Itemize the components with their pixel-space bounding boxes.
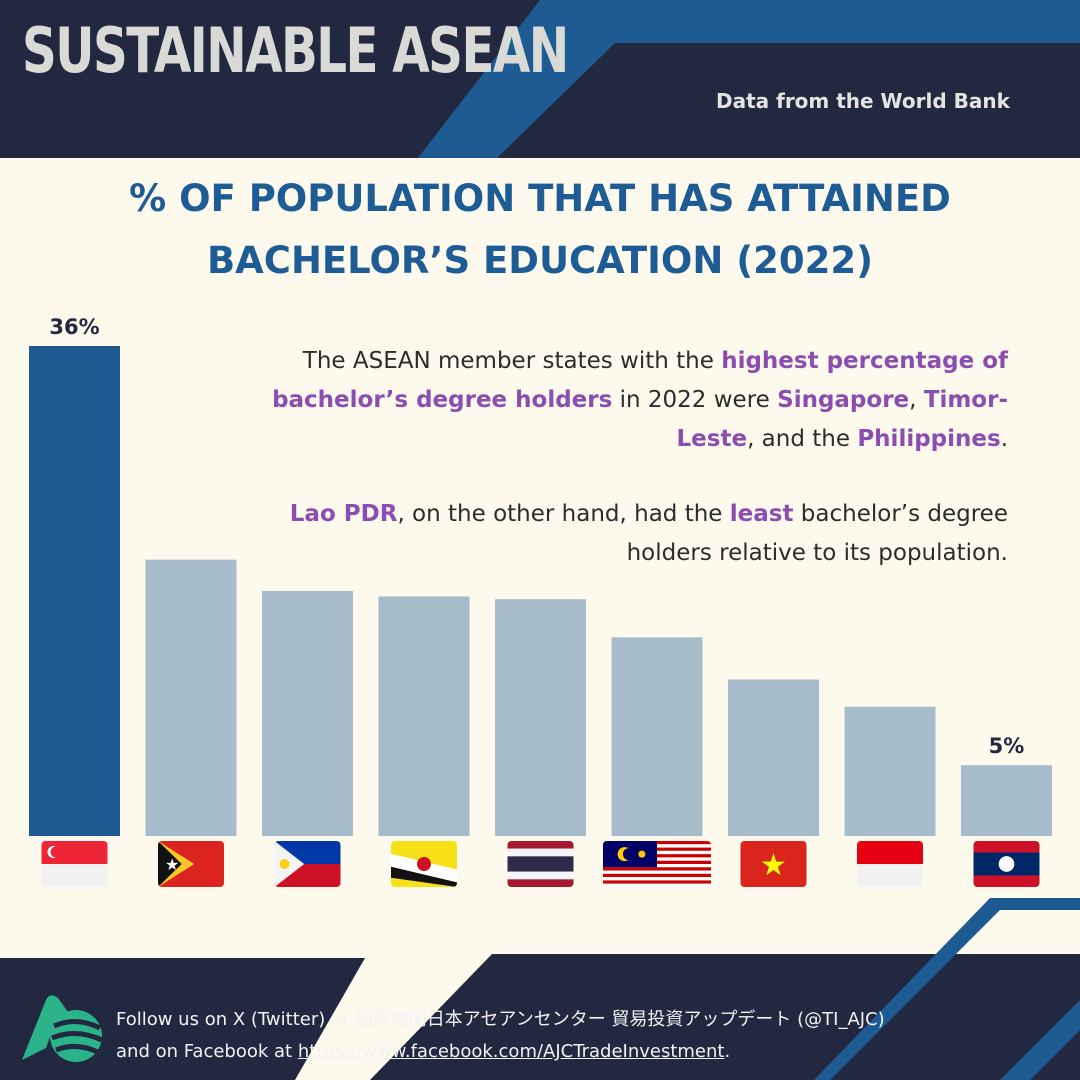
annotation-highlight: Timor-Leste	[676, 387, 1008, 452]
footer-suffix: .	[724, 1041, 731, 1062]
annotation-text: .	[1000, 426, 1008, 452]
annotation-highlight: Philippines	[857, 426, 1001, 452]
chart-title-line-1: % OF POPULATION THAT HAS ATTAINED	[129, 177, 951, 220]
annotation-highlight: least	[729, 501, 794, 527]
annotation-text: , and the	[747, 426, 858, 452]
bar-thailand	[495, 599, 586, 836]
vietnam-flag-icon: ★	[740, 841, 807, 887]
thailand-flag-icon	[507, 841, 574, 887]
annotation-highlight: Lao PDR	[289, 501, 398, 527]
annotation-text: in 2022 were	[612, 387, 778, 413]
source-note: Data from the World Bank	[716, 89, 1010, 113]
footer-line-1: Follow us on X (Twitter) at 国際機関日本アセアンセン…	[116, 1009, 885, 1030]
singapore-flag-icon	[41, 841, 108, 887]
bar-lao-pdr	[961, 765, 1052, 836]
chart-title-line-2: BACHELOR’S EDUCATION (2022)	[206, 239, 874, 282]
annotation-highlight: highest percentage of bachelor’s degree …	[272, 348, 1008, 413]
annotation-highlight: Singapore	[777, 387, 910, 413]
footer-text: Follow us on X (Twitter) at 国際機関日本アセアンセン…	[116, 1004, 885, 1068]
bar-brunei	[378, 596, 470, 836]
bar-indonesia	[844, 706, 936, 836]
bar-timor-leste	[145, 559, 237, 836]
annotation-text: bachelor’s degree holders relative to it…	[626, 501, 1008, 566]
timor-leste-flag-icon: ★	[158, 841, 224, 887]
indonesia-flag-icon	[857, 841, 923, 887]
svg-text:★: ★	[760, 848, 787, 883]
footer-prefix: and on Facebook at	[116, 1041, 298, 1062]
malaysia-flag-icon	[603, 841, 711, 887]
brand-title: SUSTAINABLE ASEAN	[22, 14, 569, 87]
bar-malaysia	[611, 637, 703, 836]
footer-line-2: and on Facebook at https://www.facebook.…	[116, 1036, 885, 1068]
philippines-flag-icon	[274, 841, 341, 887]
data-label: 36%	[49, 315, 99, 339]
annotation-text: ,	[909, 387, 924, 413]
bar-chart: 36% 5% ★ ★	[29, 315, 1052, 887]
facebook-link[interactable]: https://www.facebook.com/AJCTradeInvestm…	[297, 1041, 725, 1062]
bar-philippines	[262, 591, 353, 836]
annotation-text: The ASEAN member states with the	[302, 348, 722, 374]
data-label: 5%	[989, 734, 1025, 758]
annotation-paragraph-2: Lao PDR, on the other hand, had the leas…	[228, 495, 1008, 573]
annotation-paragraph-1: The ASEAN member states with the highest…	[228, 342, 1008, 459]
bar-singapore	[29, 346, 120, 836]
laos-flag-icon	[973, 841, 1040, 887]
bar-vietnam	[728, 679, 819, 836]
annotation-text: , on the other hand, had the	[397, 501, 730, 527]
ajc-logo-icon	[22, 995, 104, 1062]
svg-text:★: ★	[165, 855, 179, 874]
chart-title: % OF POPULATION THAT HAS ATTAINED BACHEL…	[40, 168, 1040, 292]
brunei-flag-icon	[391, 841, 457, 887]
